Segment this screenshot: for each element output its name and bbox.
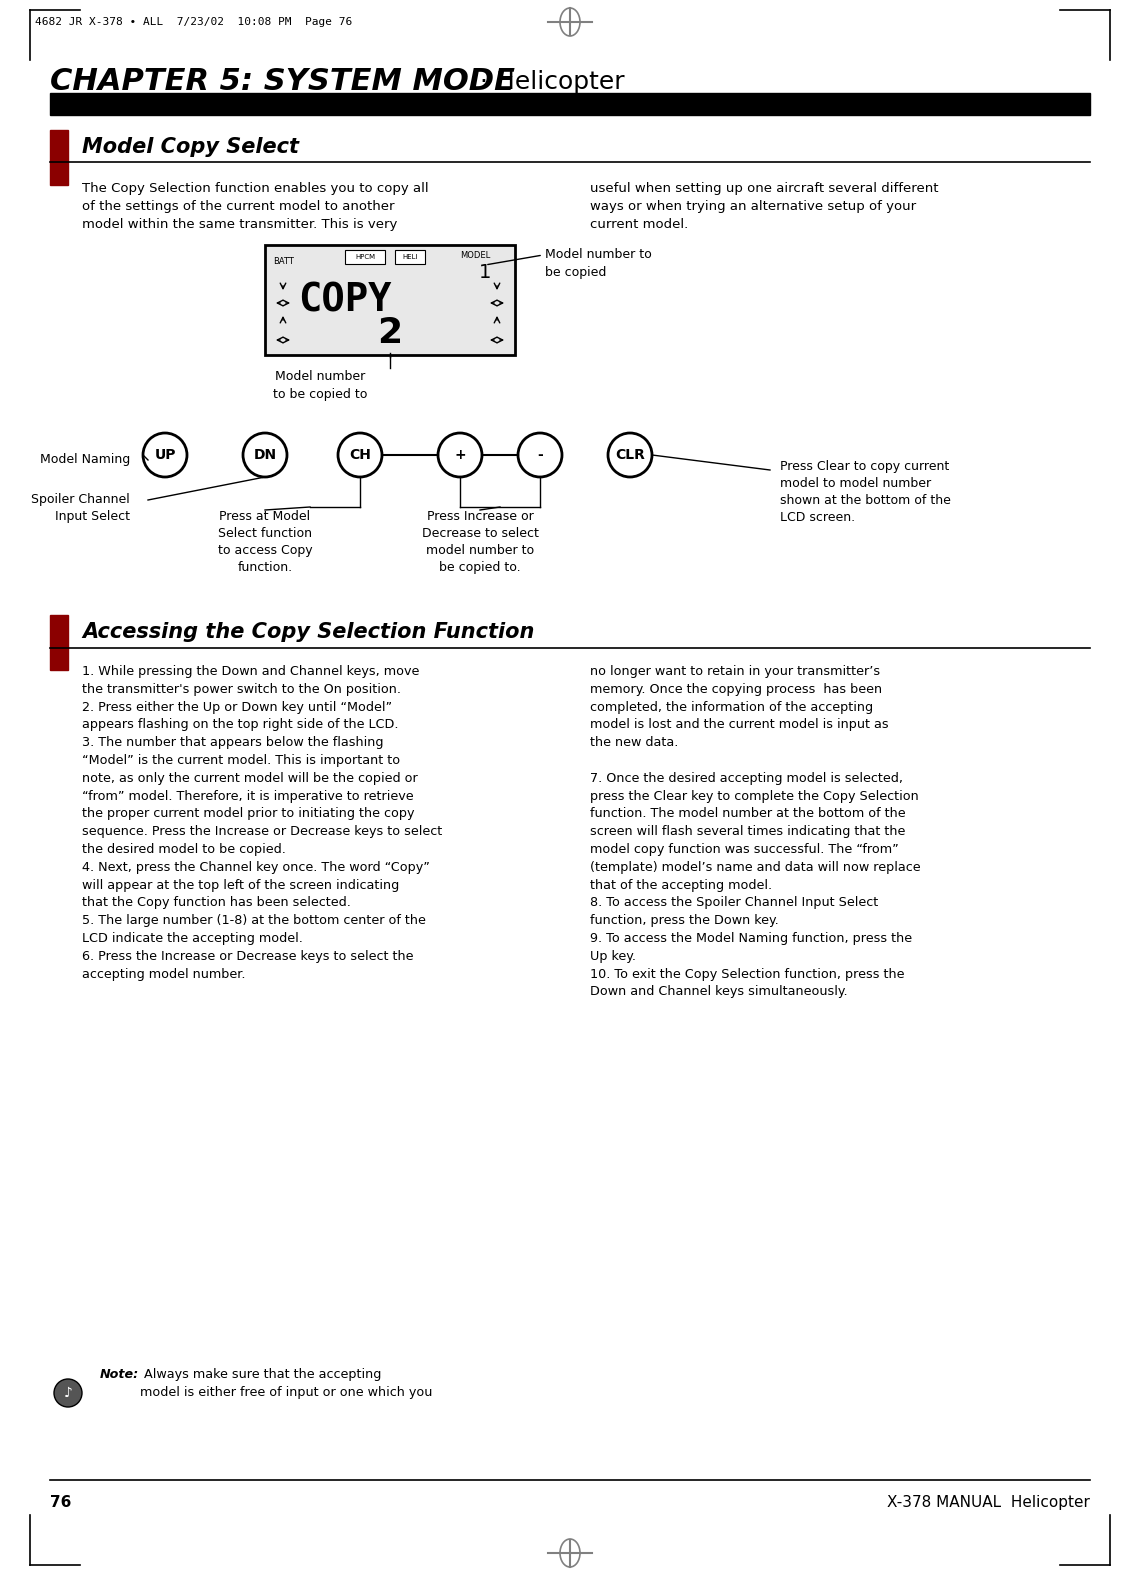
Text: Spoiler Channel
Input Select: Spoiler Channel Input Select [31,493,130,523]
Text: UP: UP [154,447,176,461]
Text: · Helicopter: · Helicopter [480,69,625,94]
Text: 76: 76 [50,1495,72,1510]
Text: COPY: COPY [299,280,392,320]
Text: ♪: ♪ [64,1386,73,1400]
Text: BATT: BATT [272,257,294,266]
Bar [345,250,385,265]
Text: -: - [537,447,543,461]
Bar [394,250,425,265]
Text: Note:: Note: [100,1369,139,1381]
Bar [50,131,68,184]
Text: Model number to
be copied: Model number to be copied [545,247,652,279]
Text: CLR: CLR [616,447,645,461]
Text: Press at Model
Select function
to access Copy
function.: Press at Model Select function to access… [218,510,312,573]
Text: MODEL: MODEL [461,250,490,260]
Text: 1. While pressing the Down and Channel keys, move
the transmitter's power switch: 1. While pressing the Down and Channel k… [82,665,442,981]
Text: DN: DN [253,447,277,461]
Circle shape [243,433,287,477]
Circle shape [608,433,652,477]
Text: HPCM: HPCM [355,254,375,260]
Text: Always make sure that the accepting
model is either free of input or one which y: Always make sure that the accepting mode… [140,1369,432,1399]
Text: CH: CH [349,447,370,461]
Text: Press Increase or
Decrease to select
model number to
be copied to.: Press Increase or Decrease to select mod… [422,510,538,573]
Circle shape [438,433,482,477]
Bar [50,614,68,669]
Text: Model number
to be copied to: Model number to be copied to [272,370,367,402]
Bar [264,246,515,354]
Circle shape [54,1380,82,1406]
Circle shape [518,433,562,477]
Text: 4682 JR X-378 • ALL  7/23/02  10:08 PM  Page 76: 4682 JR X-378 • ALL 7/23/02 10:08 PM Pag… [35,17,352,27]
Text: +: + [454,447,466,461]
Text: no longer want to retain in your transmitter’s
memory. Once the copying process : no longer want to retain in your transmi… [591,665,921,999]
Text: The Copy Selection function enables you to copy all
of the settings of the curre: The Copy Selection function enables you … [82,183,429,232]
Circle shape [337,433,382,477]
Text: Press Clear to copy current
model to model number
shown at the bottom of the
LCD: Press Clear to copy current model to mod… [780,460,951,524]
Text: X-378 MANUAL  Helicopter: X-378 MANUAL Helicopter [887,1495,1090,1510]
Text: CHAPTER 5: SYSTEM MODE: CHAPTER 5: SYSTEM MODE [50,68,515,96]
Text: Accessing the Copy Selection Function: Accessing the Copy Selection Function [82,622,535,643]
Bar [50,93,1090,115]
Bar [82,1359,547,1435]
Text: HELI: HELI [402,254,417,260]
Text: 2: 2 [377,317,402,350]
Text: Model Naming: Model Naming [40,454,130,466]
Text: Model Copy Select: Model Copy Select [82,137,299,158]
Circle shape [142,433,187,477]
Text: useful when setting up one aircraft several different
ways or when trying an alt: useful when setting up one aircraft seve… [591,183,938,232]
Text: 1: 1 [479,263,491,282]
